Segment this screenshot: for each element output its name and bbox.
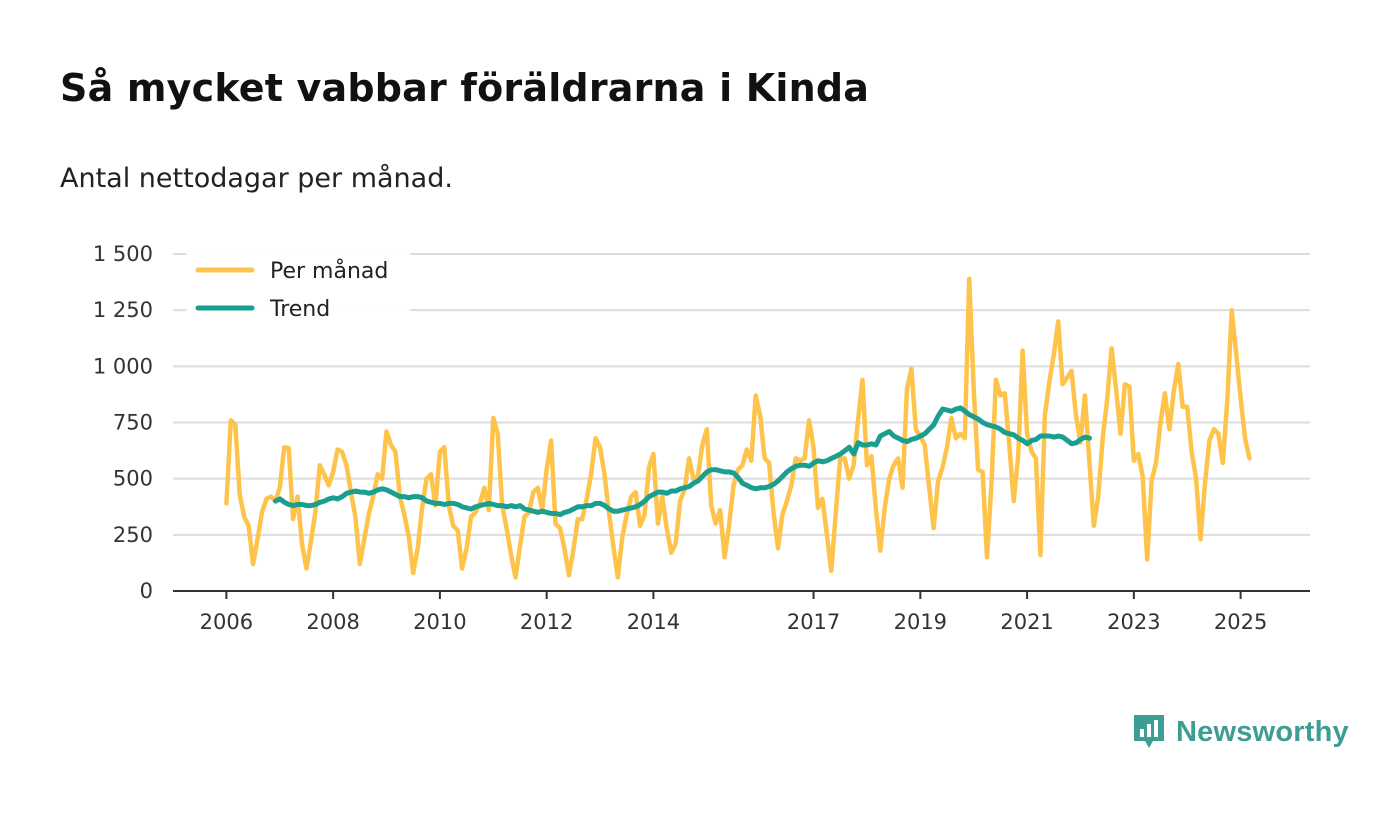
y-tick-label: 750 [113,411,153,435]
x-axis-ticks: 2006 2008 2010 2012 2014 2017 2019 2021 2023 2025 [173,590,1310,634]
chart-subtitle: Antal nettodagar per månad. [60,163,453,194]
x-tick-label: 2023 [1107,610,1160,634]
bar-chart-icon [1134,715,1164,748]
legend-label: Per månad [270,258,388,284]
brand-name: Newsworthy [1176,715,1349,748]
series-line-trend [273,405,1092,518]
x-tick-label: 2012 [520,610,573,634]
x-tick-label: 2021 [1000,610,1053,634]
chart-legend[interactable]: Per månad Trend [186,247,410,323]
y-tick-label: 1 000 [93,354,153,378]
x-tick-label: 2010 [413,610,466,634]
newsworthy-logo[interactable]: Newsworthy [1132,712,1349,752]
chart-title: Så mycket vabbar föräldrarna i Kinda [60,66,870,110]
series-line-per-manad [224,276,1252,580]
x-tick-label: 2025 [1214,610,1267,634]
legend-label: Trend [269,297,330,322]
x-tick-label: 2006 [200,610,253,634]
y-tick-label: 0 [140,579,153,603]
x-tick-label: 2008 [306,610,359,634]
y-tick-label: 250 [113,523,153,547]
x-tick-label: 2019 [894,610,947,634]
y-tick-label: 1 500 [93,242,153,266]
series-lines [224,276,1252,580]
y-tick-label: 1 250 [93,298,153,322]
y-axis-ticks: 0 250 500 750 1 000 1 250 1 500 [93,242,153,603]
x-tick-label: 2014 [627,610,680,634]
y-tick-label: 500 [113,467,153,491]
x-tick-label: 2017 [787,610,840,634]
